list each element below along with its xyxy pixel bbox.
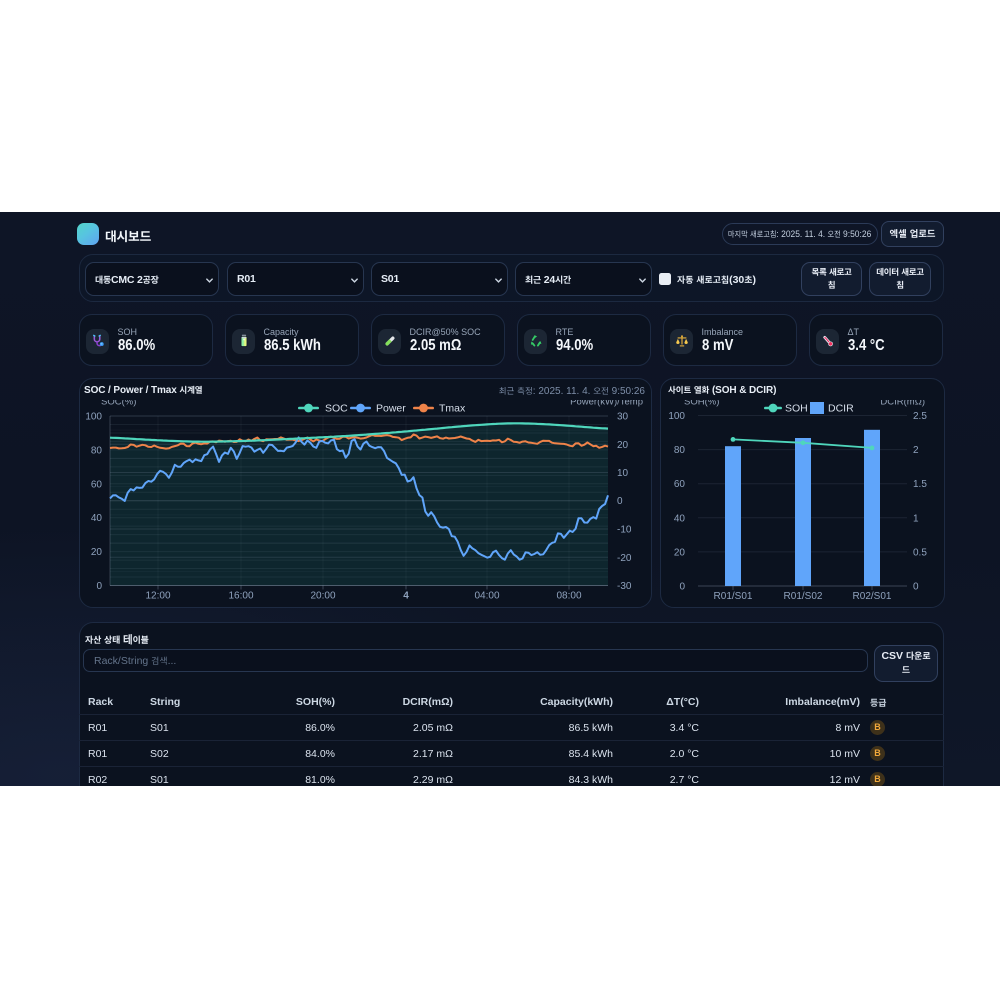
- svg-text:60: 60: [91, 479, 103, 490]
- svg-text:40: 40: [91, 513, 103, 524]
- svg-text:Power: Power: [376, 403, 406, 415]
- svg-text:Power(kW)/Temp: Power(kW)/Temp: [570, 400, 643, 408]
- svg-text:100: 100: [668, 411, 685, 422]
- svg-text:1.5: 1.5: [913, 479, 927, 490]
- svg-text:-30: -30: [617, 581, 632, 592]
- svg-text:-10: -10: [617, 525, 632, 536]
- svg-text:SOH: SOH: [785, 403, 808, 415]
- svg-text:04:00: 04:00: [474, 591, 499, 602]
- svg-text:20: 20: [91, 547, 103, 558]
- svg-text:80: 80: [91, 445, 103, 456]
- svg-text:20: 20: [617, 440, 629, 451]
- svg-text:0: 0: [679, 582, 685, 593]
- svg-text:DCIR(mΩ): DCIR(mΩ): [880, 400, 925, 408]
- svg-text:-20: -20: [617, 553, 632, 564]
- svg-text:0: 0: [913, 582, 919, 593]
- svg-text:60: 60: [674, 479, 686, 490]
- svg-text:0.5: 0.5: [913, 547, 927, 558]
- svg-text:2: 2: [913, 445, 919, 456]
- svg-text:10: 10: [617, 468, 629, 479]
- svg-text:08:00: 08:00: [556, 591, 581, 602]
- svg-text:30: 30: [617, 412, 629, 423]
- svg-text:20:00: 20:00: [310, 591, 335, 602]
- svg-text:SOC(%): SOC(%): [101, 400, 136, 408]
- svg-text:1: 1: [913, 513, 919, 524]
- svg-text:80: 80: [674, 445, 686, 456]
- svg-text:100: 100: [85, 412, 102, 423]
- svg-text:0: 0: [96, 581, 102, 592]
- svg-text:40: 40: [674, 513, 686, 524]
- svg-text:0: 0: [617, 496, 623, 507]
- svg-text:SOH(%): SOH(%): [684, 400, 719, 408]
- svg-text:DCIR: DCIR: [828, 403, 854, 415]
- svg-text:SOC: SOC: [325, 403, 348, 415]
- svg-text:4: 4: [403, 591, 409, 602]
- svg-text:R01/S02: R01/S02: [784, 591, 823, 602]
- svg-text:Tmax: Tmax: [439, 403, 466, 415]
- svg-text:16:00: 16:00: [228, 591, 253, 602]
- svg-text:R01/S01: R01/S01: [714, 591, 753, 602]
- svg-text:12:00: 12:00: [145, 591, 170, 602]
- svg-text:20: 20: [674, 547, 686, 558]
- svg-text:R02/S01: R02/S01: [853, 591, 892, 602]
- svg-text:2.5: 2.5: [913, 411, 927, 422]
